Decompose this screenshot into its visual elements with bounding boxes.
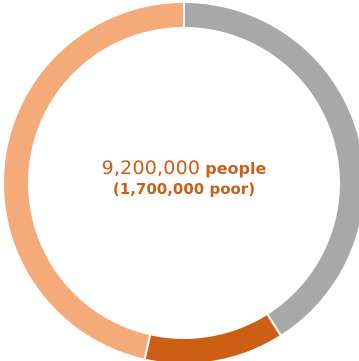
donut-slice-3 [2, 0, 185, 361]
donut-slice-2 [143, 312, 283, 361]
donut-slice-1 [183, 0, 359, 338]
